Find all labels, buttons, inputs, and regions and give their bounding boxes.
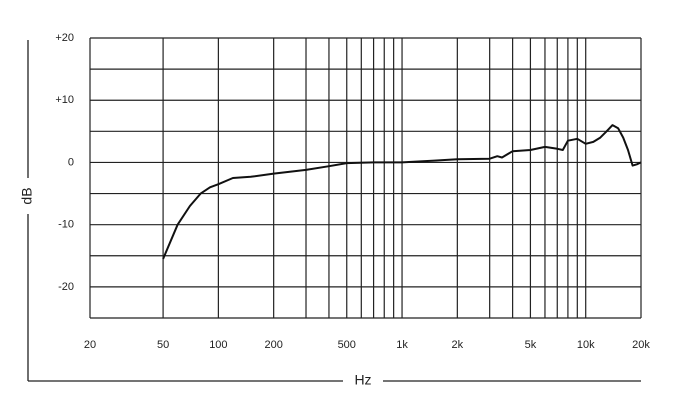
y-tick-label: -10: [58, 219, 74, 231]
x-tick-label: 1k: [396, 339, 408, 351]
x-tick-label: 2k: [452, 339, 464, 351]
response-curve: [162, 124, 642, 260]
y-tick-label: -20: [58, 281, 74, 293]
x-tick-label: 100: [209, 339, 227, 351]
x-tick-label: 20: [84, 339, 96, 351]
y-tick-label: +10: [55, 94, 74, 106]
x-tick-label: 5k: [525, 339, 537, 351]
x-tick-label: 10k: [577, 339, 595, 351]
x-tick-label: 500: [338, 339, 356, 351]
y-tick-label: 0: [68, 156, 74, 168]
y-axis-title: dB: [19, 187, 35, 204]
x-tick-label: 200: [264, 339, 282, 351]
x-axis-title: Hz: [354, 372, 371, 388]
y-tick-label: +20: [55, 32, 74, 44]
x-tick-label: 50: [157, 339, 169, 351]
x-tick-label: 20k: [632, 339, 650, 351]
